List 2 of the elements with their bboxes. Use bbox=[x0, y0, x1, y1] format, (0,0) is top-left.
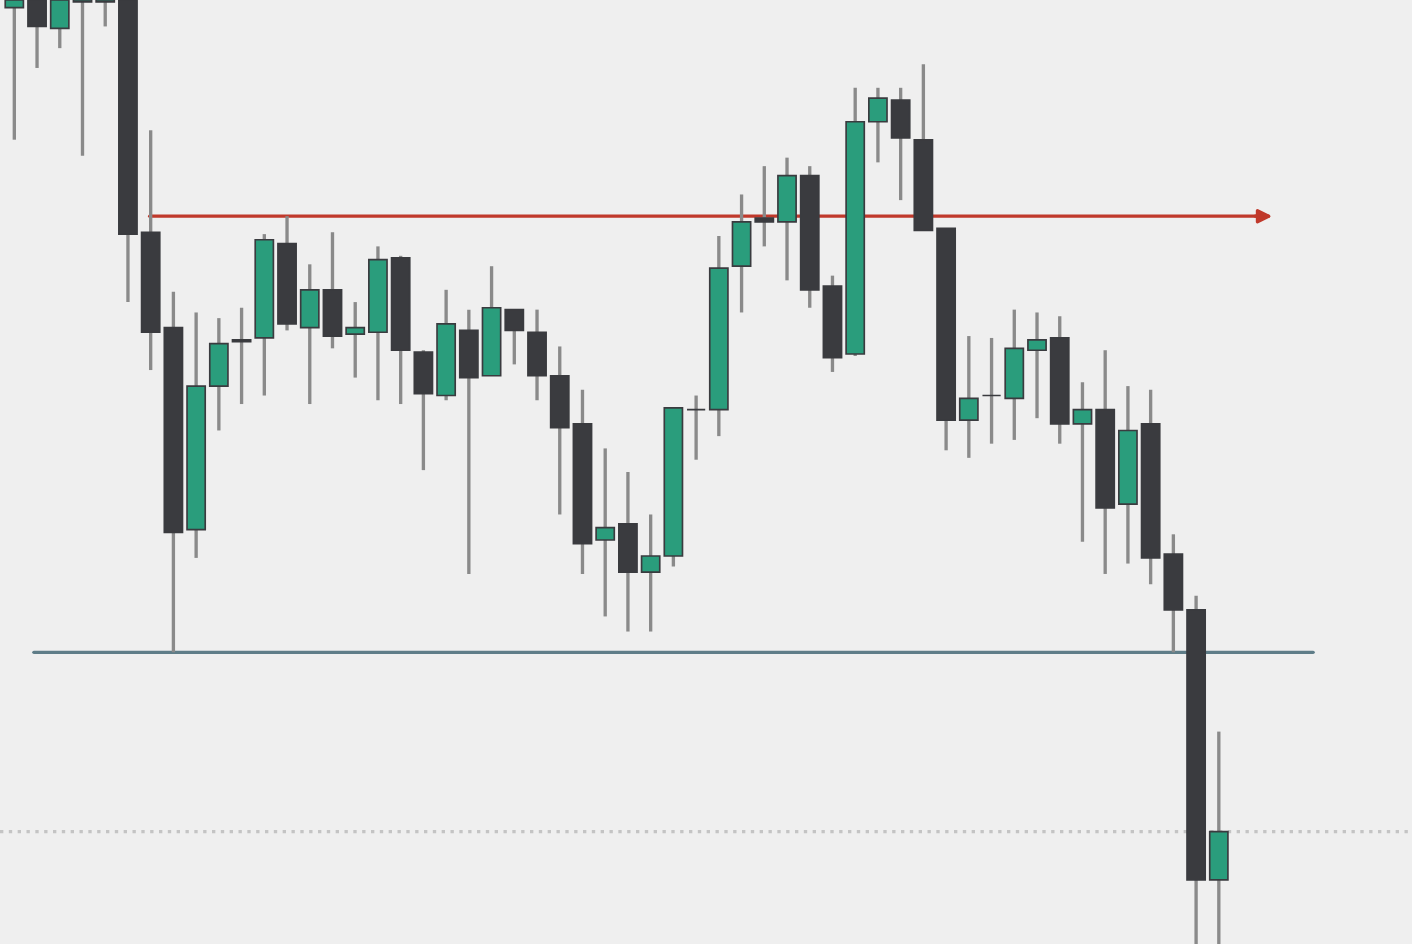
candlestick bbox=[231, 306, 252, 406]
candlestick bbox=[686, 393, 707, 462]
